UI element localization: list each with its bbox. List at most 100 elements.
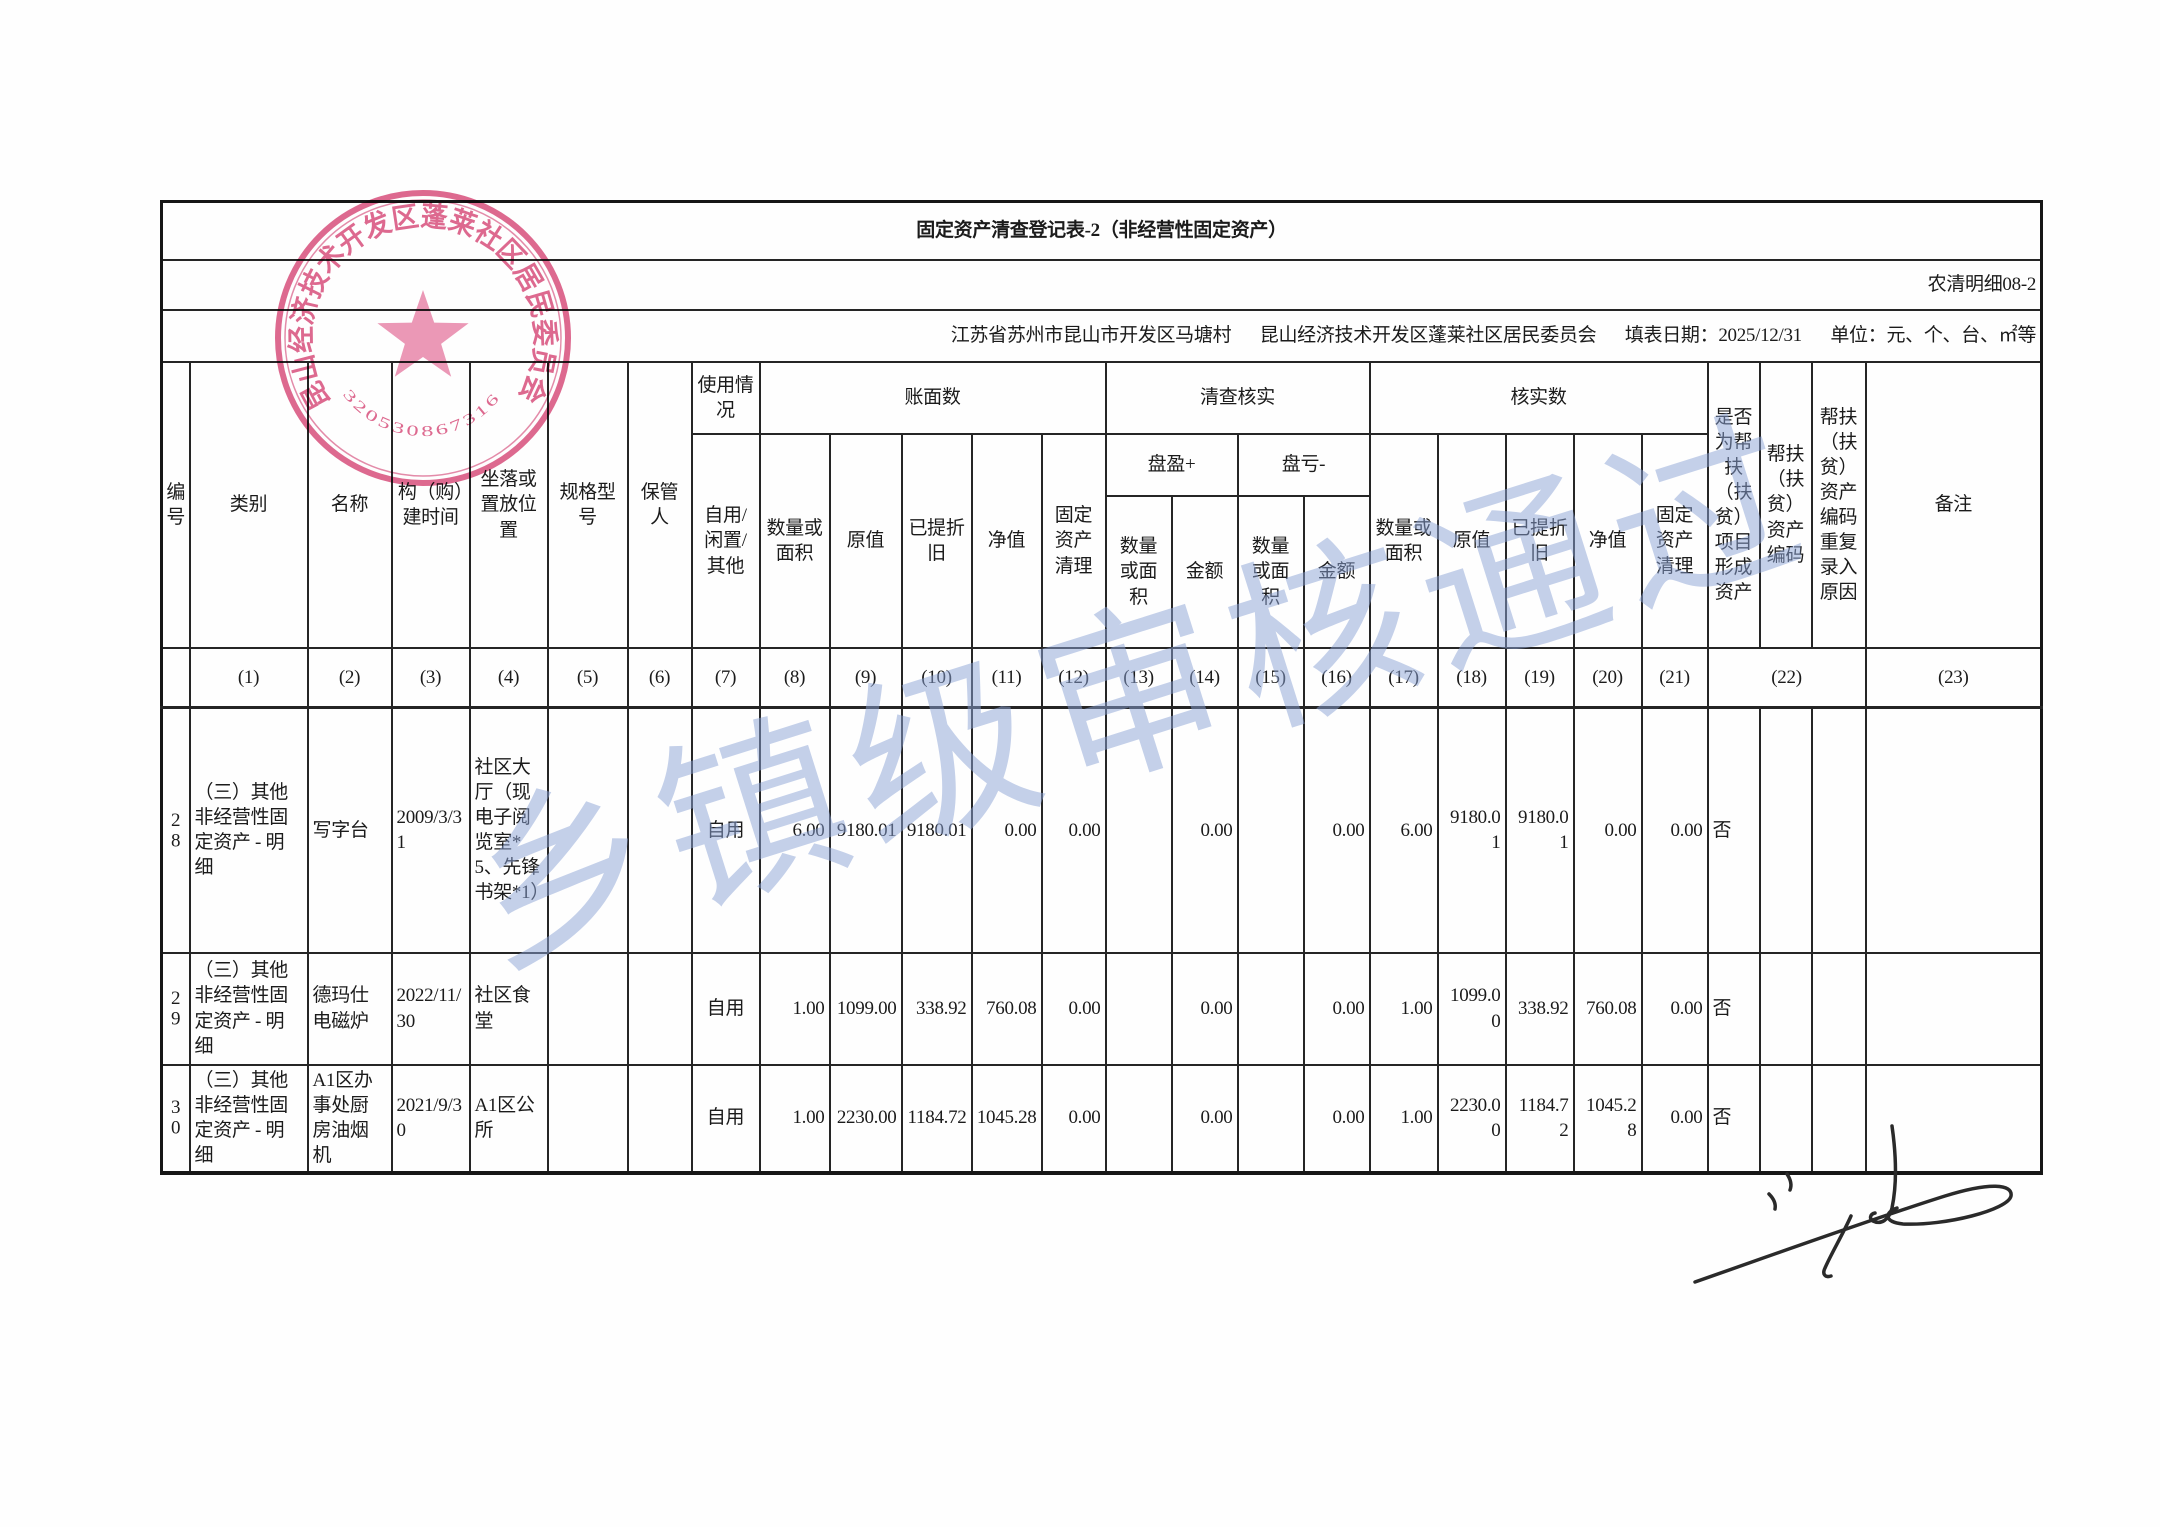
table-cell — [1236, 1063, 1305, 1174]
table-cell: 6.00 — [1368, 706, 1439, 954]
col-number: (8) — [758, 647, 831, 709]
table-cell: 338.92 — [1504, 951, 1575, 1066]
header-asset-clearing: 固定资产清理 — [1040, 433, 1107, 649]
col-number: (3) — [390, 647, 471, 709]
table-row-29: 29 （三）其他非经营性固定资产 - 明细 德玛仕电磁炉 2022/11/30 … — [160, 951, 2043, 1066]
header-qty: 数量或面积 — [1104, 495, 1173, 649]
table-cell: 2009/3/31 — [390, 706, 471, 954]
title-row: 固定资产清查登记表-2（非经营性固定资产） — [160, 200, 2043, 261]
table-cell: 1184.72 — [1504, 1063, 1575, 1174]
unit-label: 单位： — [1830, 325, 1887, 347]
table-cell: 0.00 — [1040, 1063, 1107, 1174]
header-serial: 编号 — [160, 361, 191, 649]
table-cell — [626, 951, 693, 1066]
table-cell — [1864, 951, 2043, 1066]
header-orig-value: 原值 — [828, 433, 903, 649]
table-cell: 德玛仕电磁炉 — [306, 951, 393, 1066]
header-net-value: 净值 — [1572, 433, 1643, 649]
header-net-value: 净值 — [970, 433, 1043, 649]
table-cell: 1.00 — [758, 951, 831, 1066]
table-cell — [626, 1063, 693, 1174]
signature-tick-mark — [1767, 1192, 1777, 1211]
header-book-group: 账面数 — [758, 361, 1107, 435]
col-number: (10) — [900, 647, 973, 709]
table-cell: 0.00 — [1170, 706, 1239, 954]
unit-value: 元、个、台、㎡等 — [1886, 325, 2037, 347]
header-aid-code: 帮扶（扶贫）资产编码 — [1758, 361, 1813, 649]
header-row-2: 自用/闲置/其他 数量或面积 原值 已提折旧 净值 固定资产清理 盘盈+ 盘亏-… — [162, 433, 2042, 649]
col-number: (6) — [626, 647, 693, 709]
table-cell: 2230.00 — [1436, 1063, 1507, 1174]
table-cell: 0.00 — [1302, 1063, 1371, 1174]
col-number: (9) — [828, 647, 903, 709]
col-number: (21) — [1640, 647, 1709, 709]
table-cell: 否 — [1706, 1063, 1761, 1174]
header-keeper: 保管人 — [626, 361, 693, 649]
header-amount: 金额 — [1170, 495, 1239, 649]
table-cell: 自用 — [690, 706, 761, 954]
table-cell: 9180.01 — [900, 706, 973, 954]
header-verified-group: 核实数 — [1368, 361, 1709, 435]
table-cell — [546, 951, 629, 1066]
table-cell — [546, 706, 629, 954]
table-cell: 社区大厅（现电子阅览室*5、先锋书架*1） — [468, 706, 549, 954]
table-cell — [626, 706, 693, 954]
table-cell — [1758, 706, 1813, 954]
col-number: (13) — [1104, 647, 1173, 709]
region-text: 江苏省苏州市昆山市开发区马塘村 — [950, 325, 1232, 347]
col-number: (11) — [970, 647, 1043, 709]
info-line: 江苏省苏州市昆山市开发区马塘村 昆山经济技术开发区蓬莱社区居民委员会 填表日期：… — [160, 309, 2043, 363]
fill-date-value: 2025/12/31 — [1718, 325, 1802, 347]
row-number-cell: 29 — [160, 951, 191, 1066]
table-row-30: 30 （三）其他非经营性固定资产 - 明细 A1区办事处厨房油烟机 2021/9… — [160, 1063, 2043, 1174]
header-remark: 备注 — [1864, 361, 2043, 649]
table-cell: 1.00 — [1368, 951, 1439, 1066]
asset-inventory-table: 固定资产清查登记表-2（非经营性固定资产） 农清明细08-2 江苏省苏州市昆山市… — [160, 200, 2044, 1175]
header-depreciation: 已提折旧 — [900, 433, 973, 649]
table-cell — [1104, 951, 1173, 1066]
col-number: (15) — [1236, 647, 1305, 709]
header-location: 坐落或置放位置 — [468, 361, 549, 649]
table-cell — [1864, 1063, 2043, 1174]
table-cell: （三）其他非经营性固定资产 - 明细 — [188, 706, 309, 954]
table-cell: 自用 — [690, 1063, 761, 1174]
header-row-3: 数量或面积 金额 数量或面积 金额 — [162, 495, 2042, 649]
col-number: (7) — [690, 647, 761, 709]
table-cell: 2230.00 — [828, 1063, 903, 1174]
table-cell: 自用 — [690, 951, 761, 1066]
column-number-row: (1) (2) (3) (4) (5) (6) (7) (8) (9) (10)… — [160, 647, 2043, 709]
header-row-1: 编号 类别 名称 构（购）建时间 坐落或置放位置 规格型号 保管人 使用情况 账… — [160, 361, 2043, 649]
table-cell: 338.92 — [900, 951, 973, 1066]
table-cell — [1236, 951, 1305, 1066]
table-row-28: 28 （三）其他非经营性固定资产 - 明细 写字台 2009/3/31 社区大厅… — [160, 706, 2043, 954]
col-number — [160, 647, 191, 709]
org-text: 昆山经济技术开发区蓬莱社区居民委员会 — [1259, 325, 1597, 347]
header-orig-value: 原值 — [1436, 433, 1507, 649]
table-cell — [1104, 1063, 1173, 1174]
table-cell — [546, 1063, 629, 1174]
col-number: (23) — [1864, 647, 2043, 709]
fill-date-label: 填表日期： — [1624, 325, 1719, 347]
table-cell: 0.00 — [1640, 1063, 1709, 1174]
table-cell: 1099.00 — [1436, 951, 1507, 1066]
table-cell: 否 — [1706, 706, 1761, 954]
col-number: (4) — [468, 647, 549, 709]
header-deficit: 盘亏- — [1236, 433, 1371, 497]
header-aid-dup-reason: 帮扶（扶贫）资产编码重复录入原因 — [1810, 361, 1867, 649]
table-cell: 否 — [1706, 951, 1761, 1066]
header-build-time: 构（购）建时间 — [390, 361, 471, 649]
header-is-aid-asset: 是否为帮扶（扶贫）项目形成资产 — [1706, 361, 1761, 649]
table-cell: 6.00 — [758, 706, 831, 954]
col-number: (14) — [1170, 647, 1239, 709]
header-usage-group: 使用情况 — [690, 361, 761, 435]
col-number: (22) — [1706, 647, 1867, 709]
col-number: (17) — [1368, 647, 1439, 709]
table-cell: 0.00 — [970, 706, 1043, 954]
table-cell: 1.00 — [758, 1063, 831, 1174]
col-number: (20) — [1572, 647, 1643, 709]
table-cell: 2022/11/30 — [390, 951, 471, 1066]
table-cell: 0.00 — [1040, 706, 1107, 954]
header-name: 名称 — [306, 361, 393, 649]
table-cell — [1758, 1063, 1813, 1174]
table-cell: （三）其他非经营性固定资产 - 明细 — [188, 951, 309, 1066]
